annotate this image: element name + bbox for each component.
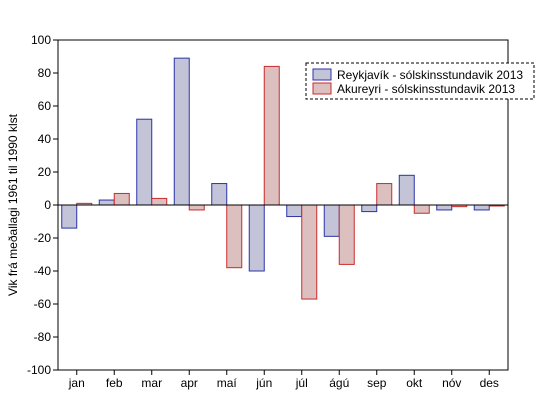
bar-akureyri (301, 204, 318, 300)
bar-reykjavik (61, 204, 78, 229)
bar-reykjavik (98, 199, 115, 206)
y-tick-label: 80 (38, 66, 52, 80)
bar-reykjavik (398, 174, 415, 206)
bar-reykjavik (173, 57, 190, 206)
y-axis-title-group: Vik frá meðallagi 1961 til 1990 klst (6, 113, 20, 296)
plot-area-frame (57, 39, 509, 371)
bar-reykjavik (248, 204, 265, 272)
x-tick-label: feb (106, 376, 123, 390)
y-axis-ticks: 100 80 60 40 20 0 -20 -40 -60 -80 -100 (27, 33, 58, 377)
y-tick-label: 100 (31, 33, 51, 47)
legend-label: Akureyri - sólskinsstundavik 2013 (337, 82, 515, 96)
y-axis-title: Vik frá meðallagi 1961 til 1990 klst (6, 113, 20, 296)
x-tick-label: apr (181, 376, 198, 390)
x-tick-label: nóv (442, 376, 461, 390)
bar-akureyri (338, 204, 355, 265)
x-tick-label: okt (406, 376, 423, 390)
bar-akureyri (226, 204, 243, 269)
y-tick-label: 60 (38, 99, 52, 113)
bar-reykjavik (436, 204, 453, 211)
x-tick-label: mar (141, 376, 162, 390)
bar-reykjavik (136, 118, 153, 206)
legend-swatch (312, 82, 332, 95)
y-tick-label: -20 (34, 231, 52, 245)
x-tick-label: jún (255, 376, 272, 390)
bar-reykjavik (361, 204, 378, 213)
x-tick-label: sep (367, 376, 387, 390)
bars (61, 57, 505, 300)
x-tick-label: des (480, 376, 499, 390)
bar-akureyri (188, 204, 205, 211)
bar-reykjavik (211, 183, 228, 206)
bar-reykjavik (286, 204, 303, 218)
legend-swatch (312, 68, 332, 81)
x-tick-label: júl (295, 376, 308, 390)
x-tick-label: jan (68, 376, 85, 390)
x-tick-label: ágú (329, 376, 349, 390)
y-tick-label: -40 (34, 264, 52, 278)
x-tick-label: maí (217, 376, 238, 390)
bar-akureyri (113, 192, 130, 206)
legend-box (305, 62, 535, 100)
bar-akureyri (376, 183, 393, 206)
y-tick-label: -60 (34, 297, 52, 311)
y-tick-label: 40 (38, 132, 52, 146)
legend-label: Reykjavík - sólskinsstundavik 2013 (337, 68, 523, 82)
bar-akureyri (151, 197, 168, 206)
y-tick-label: 0 (44, 198, 51, 212)
y-tick-label: -100 (27, 363, 51, 377)
legend: Reykjavík - sólskinsstundavik 2013Akurey… (305, 62, 535, 100)
y-tick-label: -80 (34, 330, 52, 344)
bar-reykjavik (323, 204, 340, 237)
x-axis-ticks: jan feb mar apr maí jún júl ágú sep okt nóv des (68, 370, 499, 390)
bar-akureyri (413, 204, 430, 214)
y-tick-label: 20 (38, 165, 52, 179)
bar-akureyri (263, 65, 280, 206)
bar-reykjavik (473, 204, 490, 211)
